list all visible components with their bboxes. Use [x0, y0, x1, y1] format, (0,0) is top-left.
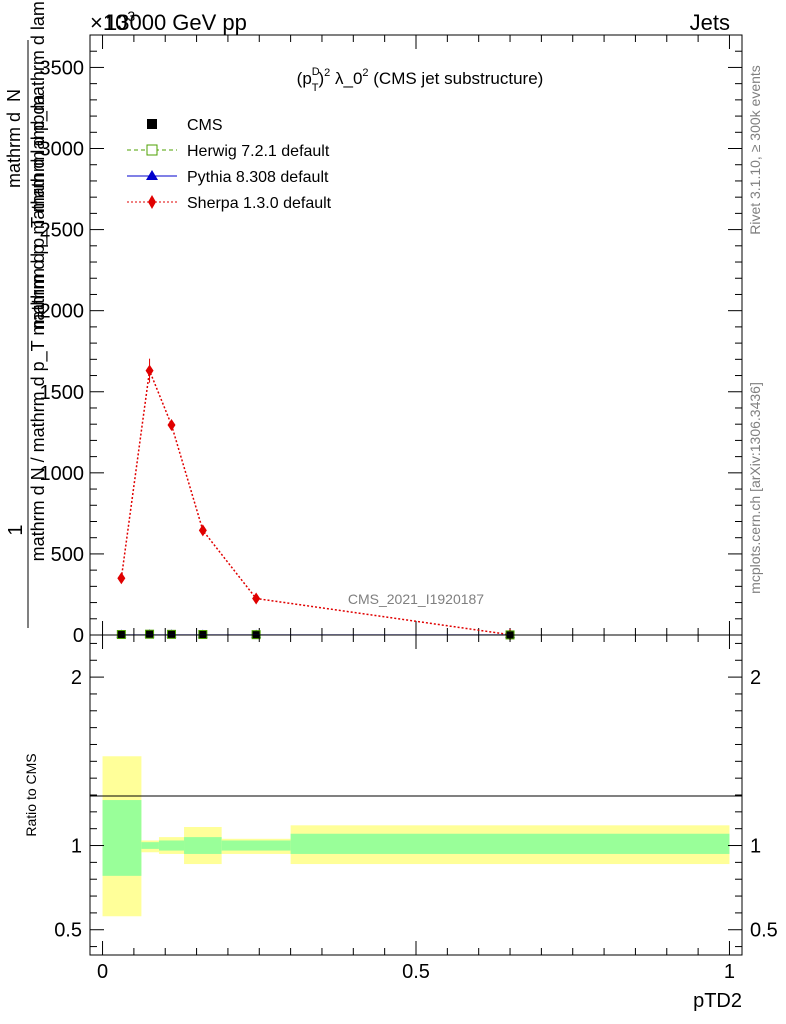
svg-text:mcplots.cern.ch [arXiv:1306.34: mcplots.cern.ch [arXiv:1306.3436]: [747, 382, 763, 594]
ratio-panel-frame: [89, 634, 743, 956]
rivet-label: Rivet 3.1.10, ≥ 300k events: [747, 65, 763, 235]
herwig-point: [167, 629, 176, 639]
ratio-band-green: [290, 833, 730, 854]
main-ylabel-numerator: 1: [5, 524, 27, 535]
main-ylabel-denominator-text: mathrm d N / mathrm d p_T mathrm d p_mat…: [28, 94, 49, 562]
ratio-ytick-label-left: 0.5: [54, 920, 82, 942]
main-ylabel-top-denominator: mathrm d p_T mathrm d p_mathrm d lambda: [28, 0, 49, 329]
legend-item: CMS: [147, 117, 223, 134]
mcplots-label: mcplots.cern.ch [arXiv:1306.3436]: [747, 382, 763, 594]
sherpa-point: [145, 364, 154, 377]
ratio-axes: 0.5 0.5 1 1 2 2 0 0.5 1: [54, 635, 778, 983]
main-ylabel-top-denominator-text: mathrm d p_T mathrm d p_mathrm d lambda: [28, 0, 49, 329]
legend-label: Sherpa 1.3.0 default: [187, 195, 332, 212]
ratio-xtick-label: 1: [724, 961, 735, 983]
svg-text:Rivet 3.1.10, ≥ 300k events: Rivet 3.1.10, ≥ 300k events: [747, 65, 763, 235]
legend-label: Pythia 8.308 default: [187, 169, 329, 186]
legend-marker: [146, 170, 158, 180]
legend-marker: [146, 144, 158, 156]
svg-text:Ratio to CMS: Ratio to CMS: [23, 753, 39, 836]
main-axes: 0 500 1000 1500 2000 2500 3000 3500: [40, 34, 742, 647]
ratio-band-green: [158, 840, 185, 851]
ratio-ytick-label-left: 1: [71, 836, 82, 858]
main-ytick-label: 2000: [40, 301, 85, 323]
ratio-ylabel: Ratio to CMS: [23, 753, 39, 836]
cms-point: [145, 630, 154, 639]
process-label: Jets: [690, 10, 730, 35]
main-ylabel-n: N: [4, 89, 24, 102]
main-ytick-label: 3500: [40, 57, 85, 79]
legend: CMS Herwig 7.2.1 default Pythia 8.308 defa…: [127, 117, 332, 212]
legend-item: Sherpa 1.3.0 default: [127, 195, 332, 212]
legend-marker: [147, 119, 157, 129]
analysis-label: CMS_2021_I1920187: [348, 591, 484, 607]
ratio-bands: [102, 756, 730, 917]
plot-title: (pD T)2 λ_02 (CMS jet substructure): [297, 66, 544, 94]
legend-item: Pythia 8.308 default: [127, 169, 329, 186]
ratio-ytick-label-left: 2: [71, 667, 82, 689]
main-ytick-label: 2500: [40, 220, 85, 242]
collision-label: 13000 GeV pp: [105, 10, 247, 35]
main-ytick-label: 500: [51, 544, 84, 566]
legend-label: CMS: [187, 117, 223, 134]
ratio-band-green: [221, 840, 291, 851]
legend-marker: [148, 195, 156, 209]
ratio-ytick-label-right: 2: [750, 667, 761, 689]
exponent-label: ×103: [90, 8, 135, 35]
ratio-ytick-label-right: 0.5: [750, 920, 778, 942]
herwig-point: [145, 629, 155, 639]
x-axis-label: pTD2: [693, 990, 742, 1012]
main-ytick-label: 1000: [40, 463, 85, 485]
main-ylabel-top: mathrm d: [4, 112, 24, 188]
main-ytick-label: 1500: [40, 382, 85, 404]
legend-item: Herwig 7.2.1 default: [127, 143, 330, 160]
sherpa-point: [167, 419, 176, 431]
main-ylabel-mathrm: mathrm d: [4, 112, 24, 188]
ratio-xtick-label: 0.5: [402, 961, 430, 983]
legend-label: Herwig 7.2.1 default: [187, 143, 330, 160]
main-ylabel-top-n: N: [4, 89, 24, 102]
sherpa-point: [117, 572, 126, 585]
ratio-band-green: [141, 842, 159, 849]
main-ytick-label: 3000: [40, 139, 85, 161]
ratio-band-green: [184, 837, 222, 854]
sherpa-point: [198, 524, 207, 537]
ratio-xtick-label: 0: [97, 961, 108, 983]
ratio-band-green: [102, 800, 142, 876]
ratio-ytick-label-right: 1: [750, 836, 761, 858]
main-ylabel-denominator: mathrm d N / mathrm d p_T mathrm d p_mat…: [28, 94, 49, 562]
main-ylabel: 1: [5, 524, 27, 535]
cms-point: [167, 630, 176, 639]
sherpa-point: [252, 592, 261, 605]
main-ytick-label: 0: [73, 625, 84, 647]
